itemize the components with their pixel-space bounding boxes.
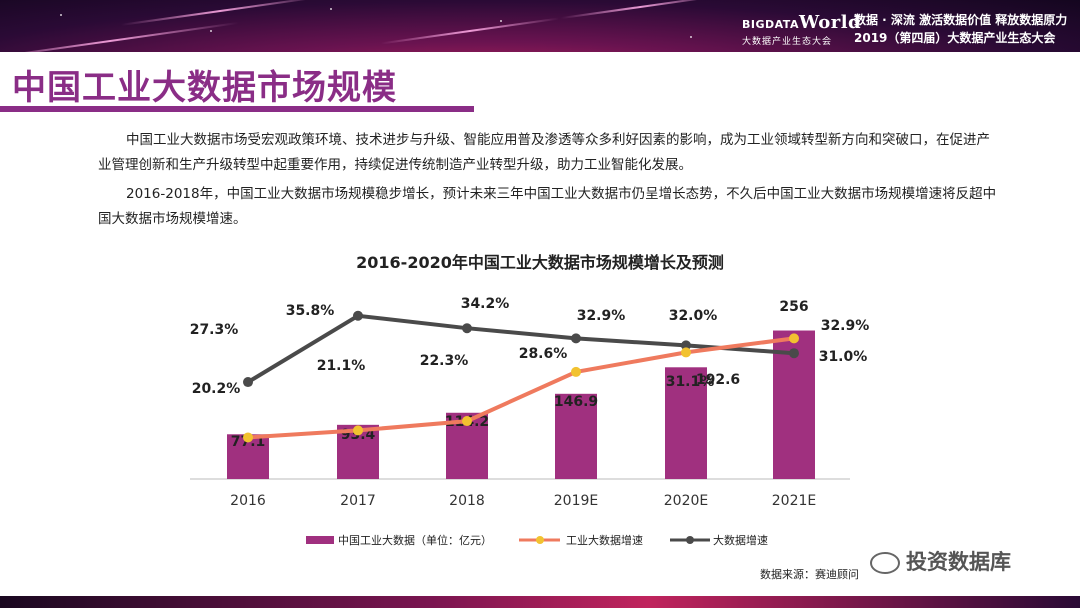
bigdata-growth-label: 34.2% — [461, 296, 510, 312]
legend-bigdata-label: 大数据增速 — [713, 533, 768, 547]
bar-value-label: 256 — [779, 299, 808, 315]
header-event-name: 2019（第四届）大数据产业生态大会 — [854, 31, 1056, 45]
bigdata-growth-point — [462, 323, 472, 334]
logo-main: World — [798, 12, 862, 33]
title-underline — [0, 106, 474, 112]
logo-subtitle: 大数据产业生态大会 — [742, 37, 833, 47]
intro-paragraph: 中国工业大数据市场受宏观政策环境、技术进步与升级、智能应用普及渗透等众多利好因素… — [98, 132, 990, 173]
industrial-growth-point — [571, 366, 581, 377]
bar-value-label: 146.9 — [554, 394, 598, 410]
x-tick-label: 2019E — [554, 493, 598, 509]
footer-banner — [0, 596, 1080, 608]
industrial-growth-label: 20.2% — [192, 381, 241, 397]
trend-paragraph: 2016-2018年，中国工业大数据市场规模稳步增长，预计未来三年中国工业大数据… — [98, 186, 997, 227]
industrial-growth-point — [353, 425, 363, 436]
bigdata-growth-label: 31.0% — [819, 349, 868, 365]
x-tick-label: 2017 — [340, 493, 376, 509]
industrial-growth-line — [247, 336, 795, 440]
bigdata-growth-point — [789, 348, 799, 359]
bigdata-growth-point — [243, 377, 253, 388]
bigdata-growth-point — [571, 333, 581, 344]
bigdata-growth-label: 32.0% — [669, 308, 718, 324]
page-title: 中国工业大数据市场规模 — [12, 68, 397, 108]
legend-industrial-label: 工业大数据增速 — [566, 533, 643, 547]
x-tick-label: 2021E — [772, 493, 816, 509]
industrial-growth-point — [462, 416, 472, 427]
bigdata-growth-label: 35.8% — [286, 303, 335, 319]
bigdata-growth-point — [681, 340, 691, 351]
bigdata-growth-point — [353, 310, 363, 321]
bar — [555, 393, 597, 479]
x-tick-label: 2016 — [230, 493, 266, 509]
bar — [665, 367, 707, 479]
x-tick-label: 2020E — [664, 493, 708, 509]
bigdata-growth-label: 32.9% — [577, 308, 626, 324]
industrial-growth-label: 32.9% — [821, 318, 870, 334]
chart-title: 2016-2020年中国工业大数据市场规模增长及预测 — [356, 253, 724, 272]
header-banner: BIGDATAWorld 大数据产业生态大会 数据 · 深流 激活数据价值 释放… — [0, 0, 1080, 52]
x-tick-label: 2018 — [449, 493, 485, 509]
watermark: 投资数据库 — [870, 546, 1011, 576]
legend-bar-swatch — [306, 536, 334, 544]
industrial-growth-point — [243, 432, 253, 443]
industrial-growth-label: 21.1% — [317, 358, 366, 374]
industrial-growth-label: 31.1% — [666, 374, 715, 390]
industrial-growth-label: 28.6% — [519, 346, 568, 362]
legend-bar-label: 中国工业大数据（单位：亿元） — [338, 533, 492, 547]
bar-value-label: 192.6 — [696, 372, 740, 388]
bigdata-world-logo: BIGDATAWorld 大数据产业生态大会 — [742, 8, 861, 47]
data-source: 数据来源：赛迪顾问 — [760, 568, 859, 581]
legend-industrial-marker — [536, 536, 544, 544]
bigdata-growth-line — [246, 313, 795, 384]
wechat-icon — [870, 552, 900, 574]
industrial-growth-point — [681, 347, 691, 358]
logo-prefix: BIGDATA — [742, 18, 799, 31]
industrial-growth-point — [789, 333, 799, 344]
header-tagline: 数据 · 深流 激活数据价值 释放数据原力 — [854, 13, 1068, 27]
bigdata-growth-label: 27.3% — [190, 322, 239, 338]
watermark-text: 投资数据库 — [906, 550, 1011, 574]
title-block: 中国工业大数据市场规模 — [0, 58, 474, 112]
legend-bigdata-marker — [686, 536, 694, 544]
market-size-chart: 2016-2020年中国工业大数据市场规模增长及预测 2016 2017 2018 20… — [190, 253, 870, 547]
industrial-growth-label: 22.3% — [420, 353, 469, 369]
